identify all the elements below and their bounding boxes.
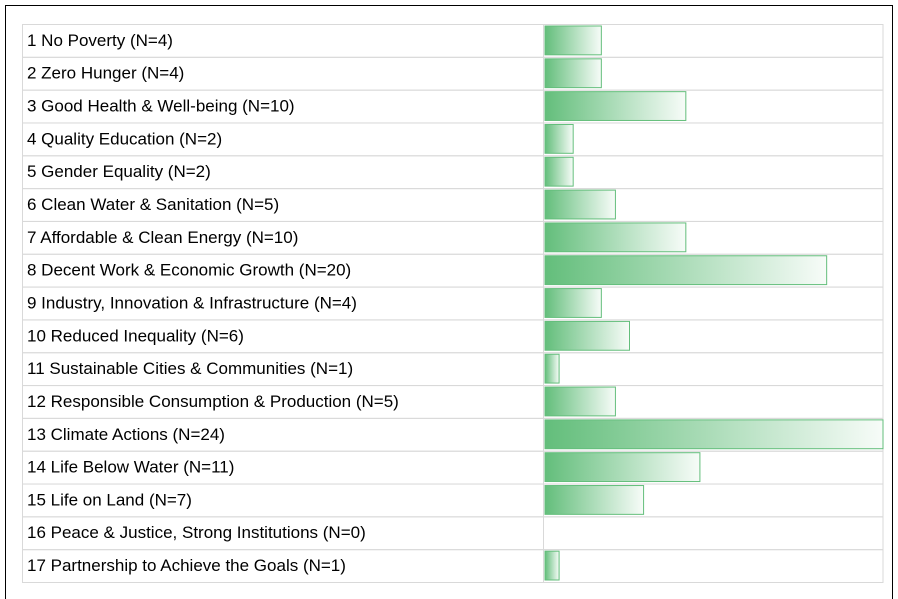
bar-cell — [543, 122, 884, 157]
bar — [544, 386, 616, 417]
row-label: 1 No Poverty (N=4) — [27, 31, 173, 50]
row-label: 11 Sustainable Cities & Communities (N=1… — [27, 359, 353, 378]
row-label: 5 Gender Equality (N=2) — [27, 162, 211, 181]
row-label: 13 Climate Actions (N=24) — [27, 425, 225, 444]
row-label: 4 Quality Education (N=2) — [27, 129, 222, 148]
bar-cell — [543, 155, 884, 190]
bar — [544, 419, 884, 450]
bar-cell — [543, 516, 884, 551]
bar-cell — [543, 352, 884, 387]
row-label: 9 Industry, Innovation & Infrastructure … — [27, 293, 357, 312]
row-label: 14 Life Below Water (N=11) — [27, 458, 234, 477]
row-label: 12 Responsible Consumption & Production … — [27, 392, 399, 411]
bar — [544, 255, 828, 286]
bar — [544, 189, 616, 220]
row-label: 17 Partnership to Achieve the Goals (N=1… — [27, 556, 346, 575]
row-label: 6 Clean Water & Sanitation (N=5) — [27, 195, 279, 214]
frame — [5, 5, 893, 599]
bar — [544, 156, 574, 187]
bar-cell — [543, 549, 884, 583]
bar — [544, 353, 560, 384]
bar — [544, 550, 560, 581]
row-label: 7 Affordable & Clean Energy (N=10) — [27, 228, 298, 247]
bar — [544, 288, 602, 318]
bar — [544, 123, 574, 154]
row-label: 16 Peace & Justice, Strong Institutions … — [27, 523, 366, 542]
row-label: 15 Life on Land (N=7) — [27, 490, 192, 509]
bar — [544, 320, 630, 351]
bar — [544, 222, 687, 253]
row-label: 2 Zero Hunger (N=4) — [27, 64, 184, 83]
row-label: 8 Decent Work & Economic Growth (N=20) — [27, 261, 351, 280]
bar — [544, 91, 687, 121]
bar — [544, 452, 701, 483]
bar — [544, 58, 602, 89]
bar — [544, 25, 602, 56]
bar — [544, 485, 645, 515]
row-label: 10 Reduced Inequality (N=6) — [27, 326, 244, 345]
row-label: 3 Good Health & Well-being (N=10) — [27, 97, 295, 116]
